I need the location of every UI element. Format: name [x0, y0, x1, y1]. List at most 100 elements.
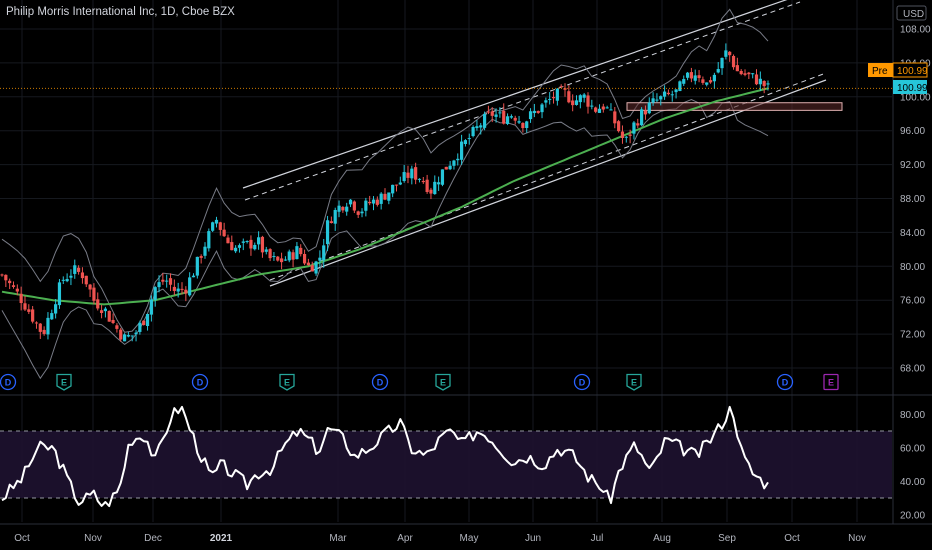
candle-up: [494, 114, 498, 117]
candle-down: [11, 285, 16, 287]
candle-up: [360, 211, 364, 214]
candle-up: [463, 140, 468, 145]
candle-down: [697, 75, 701, 79]
time-tick-label: Nov: [84, 533, 102, 544]
candle-down: [306, 262, 310, 266]
price-tick-label: 76.00: [900, 296, 925, 307]
candle-down: [735, 65, 739, 72]
bollinger-lower: [1, 98, 769, 380]
candle-down: [222, 229, 226, 237]
price-axis[interactable]: USD 68.00 72.00 76.00 80.00 84.00 88.00 92.00 96…: [868, 5, 931, 521]
candle-up: [517, 121, 521, 123]
candle-down: [425, 179, 429, 192]
candle-down: [299, 247, 303, 255]
rsi-pane: [0, 405, 892, 508]
dividend-marker-label: D: [197, 377, 204, 387]
candle-up: [685, 72, 690, 78]
candle-down: [643, 110, 648, 115]
candle-up: [138, 322, 142, 332]
candle-up: [46, 317, 50, 335]
candle-down: [551, 97, 556, 99]
candle-up: [176, 288, 180, 292]
candle-up: [272, 256, 276, 258]
candle-up: [253, 244, 257, 250]
time-axis[interactable]: Oct Nov Dec 2021 Mar Apr May Jun Jul Aug Sep Oct Nov: [14, 533, 866, 544]
candle-up: [283, 259, 288, 261]
dividend-marker: [776, 373, 794, 391]
candle-up: [398, 182, 402, 185]
candle-down: [444, 166, 448, 170]
candle-down: [77, 267, 81, 272]
candle-up: [582, 94, 586, 98]
candle-down: [620, 131, 625, 138]
candle-up: [655, 99, 659, 101]
candle-up: [318, 257, 322, 261]
candle-up: [325, 220, 330, 245]
candle-up: [460, 141, 464, 160]
earnings-marker-label: E: [631, 377, 637, 387]
candle-down: [536, 110, 540, 113]
candle-up: [241, 241, 245, 243]
candle-up: [758, 78, 762, 85]
candle-up: [712, 74, 716, 82]
candle-down: [628, 134, 632, 136]
candle-up: [525, 121, 529, 128]
chart-title: Philip Morris International Inc, 1D, Cbo…: [6, 6, 235, 18]
candle-down: [421, 180, 425, 183]
time-tick-label: Oct: [784, 533, 800, 544]
dividend-marker-label: D: [579, 377, 586, 387]
dividend-marker-label: D: [782, 377, 789, 387]
earnings-marker: [279, 373, 295, 391]
candle-down: [99, 310, 104, 314]
candle-up: [50, 313, 54, 320]
candle-up: [69, 275, 73, 278]
earnings-marker-label: E: [828, 377, 834, 387]
candle-up: [724, 50, 728, 57]
candle-up: [659, 96, 663, 100]
candle-up: [314, 261, 318, 274]
candle-down: [84, 275, 88, 285]
candle-down: [279, 258, 284, 263]
dividend-marker: [573, 373, 591, 391]
candle-up: [674, 89, 678, 93]
candle-up: [157, 282, 161, 288]
candle-down: [586, 95, 590, 107]
candle-up: [705, 82, 709, 85]
candle-down: [8, 280, 12, 284]
candle-down: [111, 319, 115, 324]
candle-down: [34, 322, 39, 324]
candle-down: [739, 70, 743, 75]
candle-up: [448, 165, 452, 170]
candle-down: [731, 55, 736, 68]
candle-up: [214, 219, 219, 224]
earnings-marker-label: E: [440, 377, 446, 387]
candle-down: [80, 272, 85, 279]
candle-up: [540, 104, 544, 113]
support-zone[interactable]: [626, 102, 843, 111]
trend-channel[interactable]: [242, 0, 827, 287]
candle-down: [375, 199, 379, 205]
candle-down: [341, 206, 345, 211]
candle-down: [0, 274, 4, 276]
candle-up: [287, 251, 291, 261]
pre-market-value: 100.99: [897, 66, 928, 77]
earnings-marker-label: E: [61, 377, 67, 387]
candle-down: [260, 236, 265, 253]
candle-up: [498, 112, 502, 114]
candle-up: [471, 127, 475, 137]
candle-down: [249, 239, 253, 249]
price-tick-label: 88.00: [900, 194, 925, 205]
candle-up: [333, 209, 337, 224]
price-tick-label: 108.00: [900, 25, 931, 36]
rsi-tick-label: 60.00: [900, 443, 925, 454]
candle-down: [502, 110, 506, 124]
candle-up: [348, 199, 353, 205]
candle-up: [609, 109, 613, 111]
time-tick-label: 2021: [210, 533, 233, 544]
candle-up: [548, 98, 552, 100]
candle-up: [103, 308, 108, 312]
candle-up: [505, 116, 510, 124]
candle-down: [368, 201, 372, 204]
